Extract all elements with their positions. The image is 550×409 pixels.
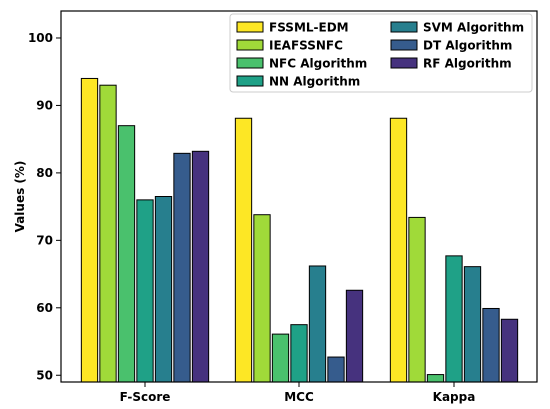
y-tick-label: 70 (36, 233, 53, 247)
legend-swatch (236, 21, 264, 33)
legend-swatch (390, 39, 418, 51)
bar-rf-algorithm-f-score (191, 150, 210, 383)
bar-dt-algorithm-f-score (173, 152, 191, 383)
bar-svm-algorithm-f-score (154, 196, 173, 383)
bar-dt-algorithm-mcc (327, 356, 345, 383)
bar-dt-algorithm-kappa (482, 307, 500, 383)
bar-nn-algorithm-mcc (290, 324, 308, 383)
bar-nn-algorithm-kappa (445, 255, 463, 383)
legend-swatch (236, 57, 264, 69)
legend-label: DT Algorithm (423, 39, 512, 53)
x-tick-label: F-Score (120, 390, 171, 404)
legend-label: RF Algorithm (423, 57, 512, 71)
legend-swatch (390, 21, 418, 33)
x-tick-label: Kappa (433, 390, 476, 404)
bar-fssml-edm-f-score (80, 77, 99, 383)
legend-label: NN Algorithm (269, 75, 360, 89)
legend-label: IEAFSSNFC (269, 39, 343, 53)
legend-label: NFC Algorithm (269, 57, 367, 71)
bar-svm-algorithm-mcc (308, 265, 327, 383)
legend: FSSML-EDM IEAFSSNFC NFC Algorithm NN Algori… (229, 13, 533, 93)
y-axis-ticks: 50 60 70 80 90 100 (28, 31, 61, 382)
bar-svm-algorithm-kappa (463, 266, 482, 383)
legend-label: FSSML-EDM (269, 21, 349, 35)
bar-ieafssnfc-mcc (253, 214, 271, 383)
bar-nfc-algorithm-mcc (271, 333, 290, 383)
bar-rf-algorithm-kappa (500, 318, 519, 383)
bar-ieafssnfc-f-score (99, 84, 117, 383)
y-tick-label: 90 (36, 98, 53, 112)
bar-nn-algorithm-f-score (136, 199, 154, 383)
bar-ieafssnfc-kappa (408, 216, 426, 383)
legend-swatch (390, 57, 418, 69)
bar-nfc-algorithm-kappa (426, 374, 445, 383)
bars (80, 77, 519, 383)
y-axis-label: Values (%) (13, 161, 27, 233)
legend-label: SVM Algorithm (423, 21, 524, 35)
bar-nfc-algorithm-f-score (117, 125, 136, 383)
x-tick-label: MCC (284, 390, 314, 404)
y-tick-label: 50 (36, 368, 53, 382)
bar-fssml-edm-kappa (389, 117, 408, 383)
x-axis-tick-labels: F-Score MCC Kappa (120, 382, 476, 404)
bar-fssml-edm-mcc (234, 117, 253, 383)
bar-rf-algorithm-mcc (345, 289, 364, 383)
legend-box (229, 13, 533, 93)
legend-swatch (236, 39, 264, 51)
y-tick-label: 80 (36, 166, 53, 180)
y-tick-label: 60 (36, 301, 53, 315)
legend-swatch (236, 75, 264, 87)
y-tick-label: 100 (28, 31, 53, 45)
